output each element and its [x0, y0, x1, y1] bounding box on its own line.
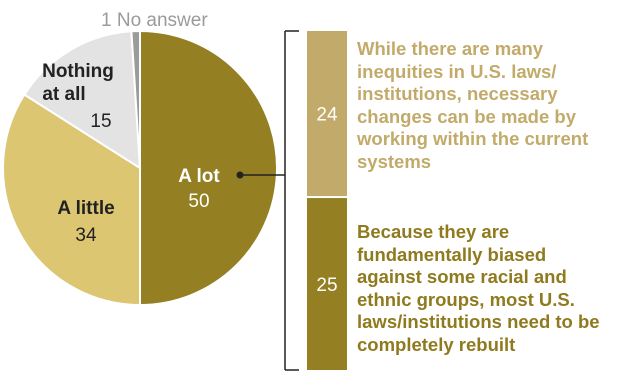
bar-segment-2 — [307, 198, 347, 370]
slice-label-nothing-at-all-line-1: Nothing — [42, 61, 114, 82]
pie-slice-no-answer — [130, 29, 141, 169]
slice-label-a-lot: A lot — [178, 166, 220, 187]
bar-segment-value-2: 25 — [316, 275, 337, 296]
slice-value-a-little: 34 — [75, 225, 97, 246]
pie-slices — [2, 29, 278, 307]
bar-segment-1 — [307, 31, 347, 197]
pie-slice-a-lot — [139, 29, 278, 307]
breakdown-text-within-systems: While there are many inequities in U.S. … — [357, 38, 589, 172]
slice-label-no-answer: 1 No answer — [101, 10, 208, 31]
slice-label-a-little: A little — [57, 198, 114, 219]
stacked-bar: 24 25 — [307, 31, 347, 370]
pie-slice-nothing-at-all — [22, 30, 142, 170]
slice-value-a-lot: 50 — [188, 191, 209, 212]
slice-value-nothing-at-all: 15 — [90, 111, 111, 132]
slice-label-nothing-at-all-line-2: at all — [42, 84, 85, 105]
connector-dot — [236, 171, 244, 179]
breakdown-text-rebuild: Because they are fundamentally biased ag… — [357, 221, 600, 355]
bar-segment-value-1: 24 — [316, 105, 338, 126]
